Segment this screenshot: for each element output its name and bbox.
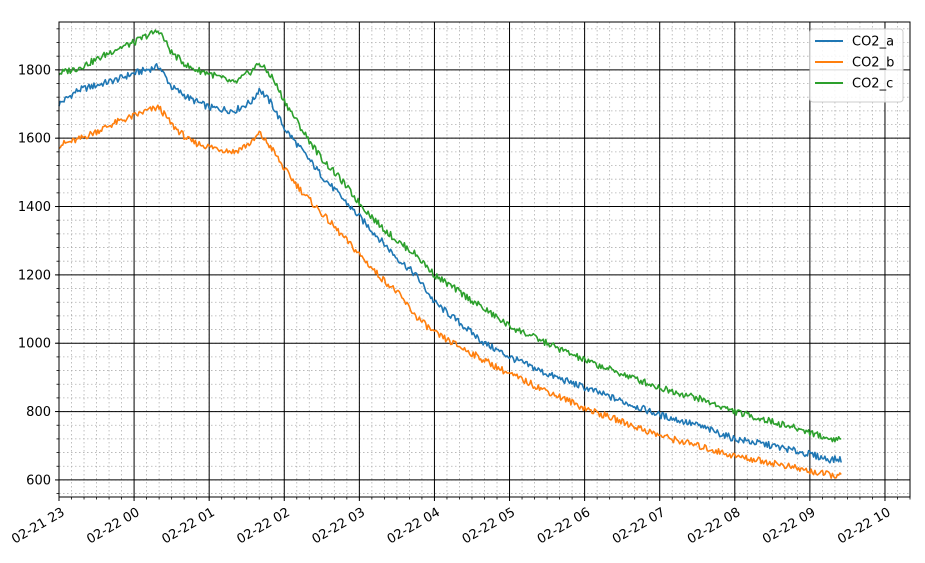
- x-tick-label: 02-22 08: [685, 505, 743, 547]
- y-tick-label: 1200: [18, 268, 51, 283]
- x-tick-label: 02-22 00: [84, 505, 142, 547]
- x-tick-label: 02-22 06: [535, 505, 593, 547]
- x-tick-label: 02-22 02: [235, 505, 293, 547]
- x-tick-label: 02-22 09: [760, 505, 818, 547]
- x-tick-label: 02-22 07: [610, 505, 668, 547]
- series-line-co2-a: [58, 62, 842, 464]
- x-tick-label: 02-22 10: [835, 505, 893, 547]
- x-axis: 02-21 23 02-22 00 02-22 01 02-22 02 02-22 03…: [9, 497, 911, 547]
- x-tick-label: 02-22 04: [385, 505, 443, 547]
- series-line-co2-c: [58, 29, 842, 443]
- legend: CO2_a CO2_b CO2_c: [809, 28, 904, 103]
- y-tick-label: 1600: [18, 132, 51, 147]
- major-grid: [58, 22, 910, 497]
- x-tick-label: 02-22 01: [159, 505, 217, 547]
- y-tick-label: 1400: [18, 200, 51, 215]
- y-axis: 600 800 1000 1200 1400 1600 1800: [18, 28, 59, 494]
- x-tick-label: 02-22 03: [310, 505, 368, 547]
- legend-label: CO2_c: [852, 77, 893, 92]
- x-tick-label: 02-21 23: [9, 505, 67, 547]
- y-tick-label: 600: [26, 473, 51, 488]
- legend-label: CO2_b: [852, 56, 894, 71]
- series-line-co2-b: [58, 104, 842, 479]
- y-tick-label: 800: [26, 405, 51, 420]
- x-tick-label: 02-22 05: [460, 505, 518, 547]
- y-tick-label: 1000: [18, 337, 51, 352]
- series-lines: [58, 29, 842, 479]
- legend-label: CO2_a: [852, 35, 894, 50]
- y-tick-label: 1800: [18, 63, 51, 78]
